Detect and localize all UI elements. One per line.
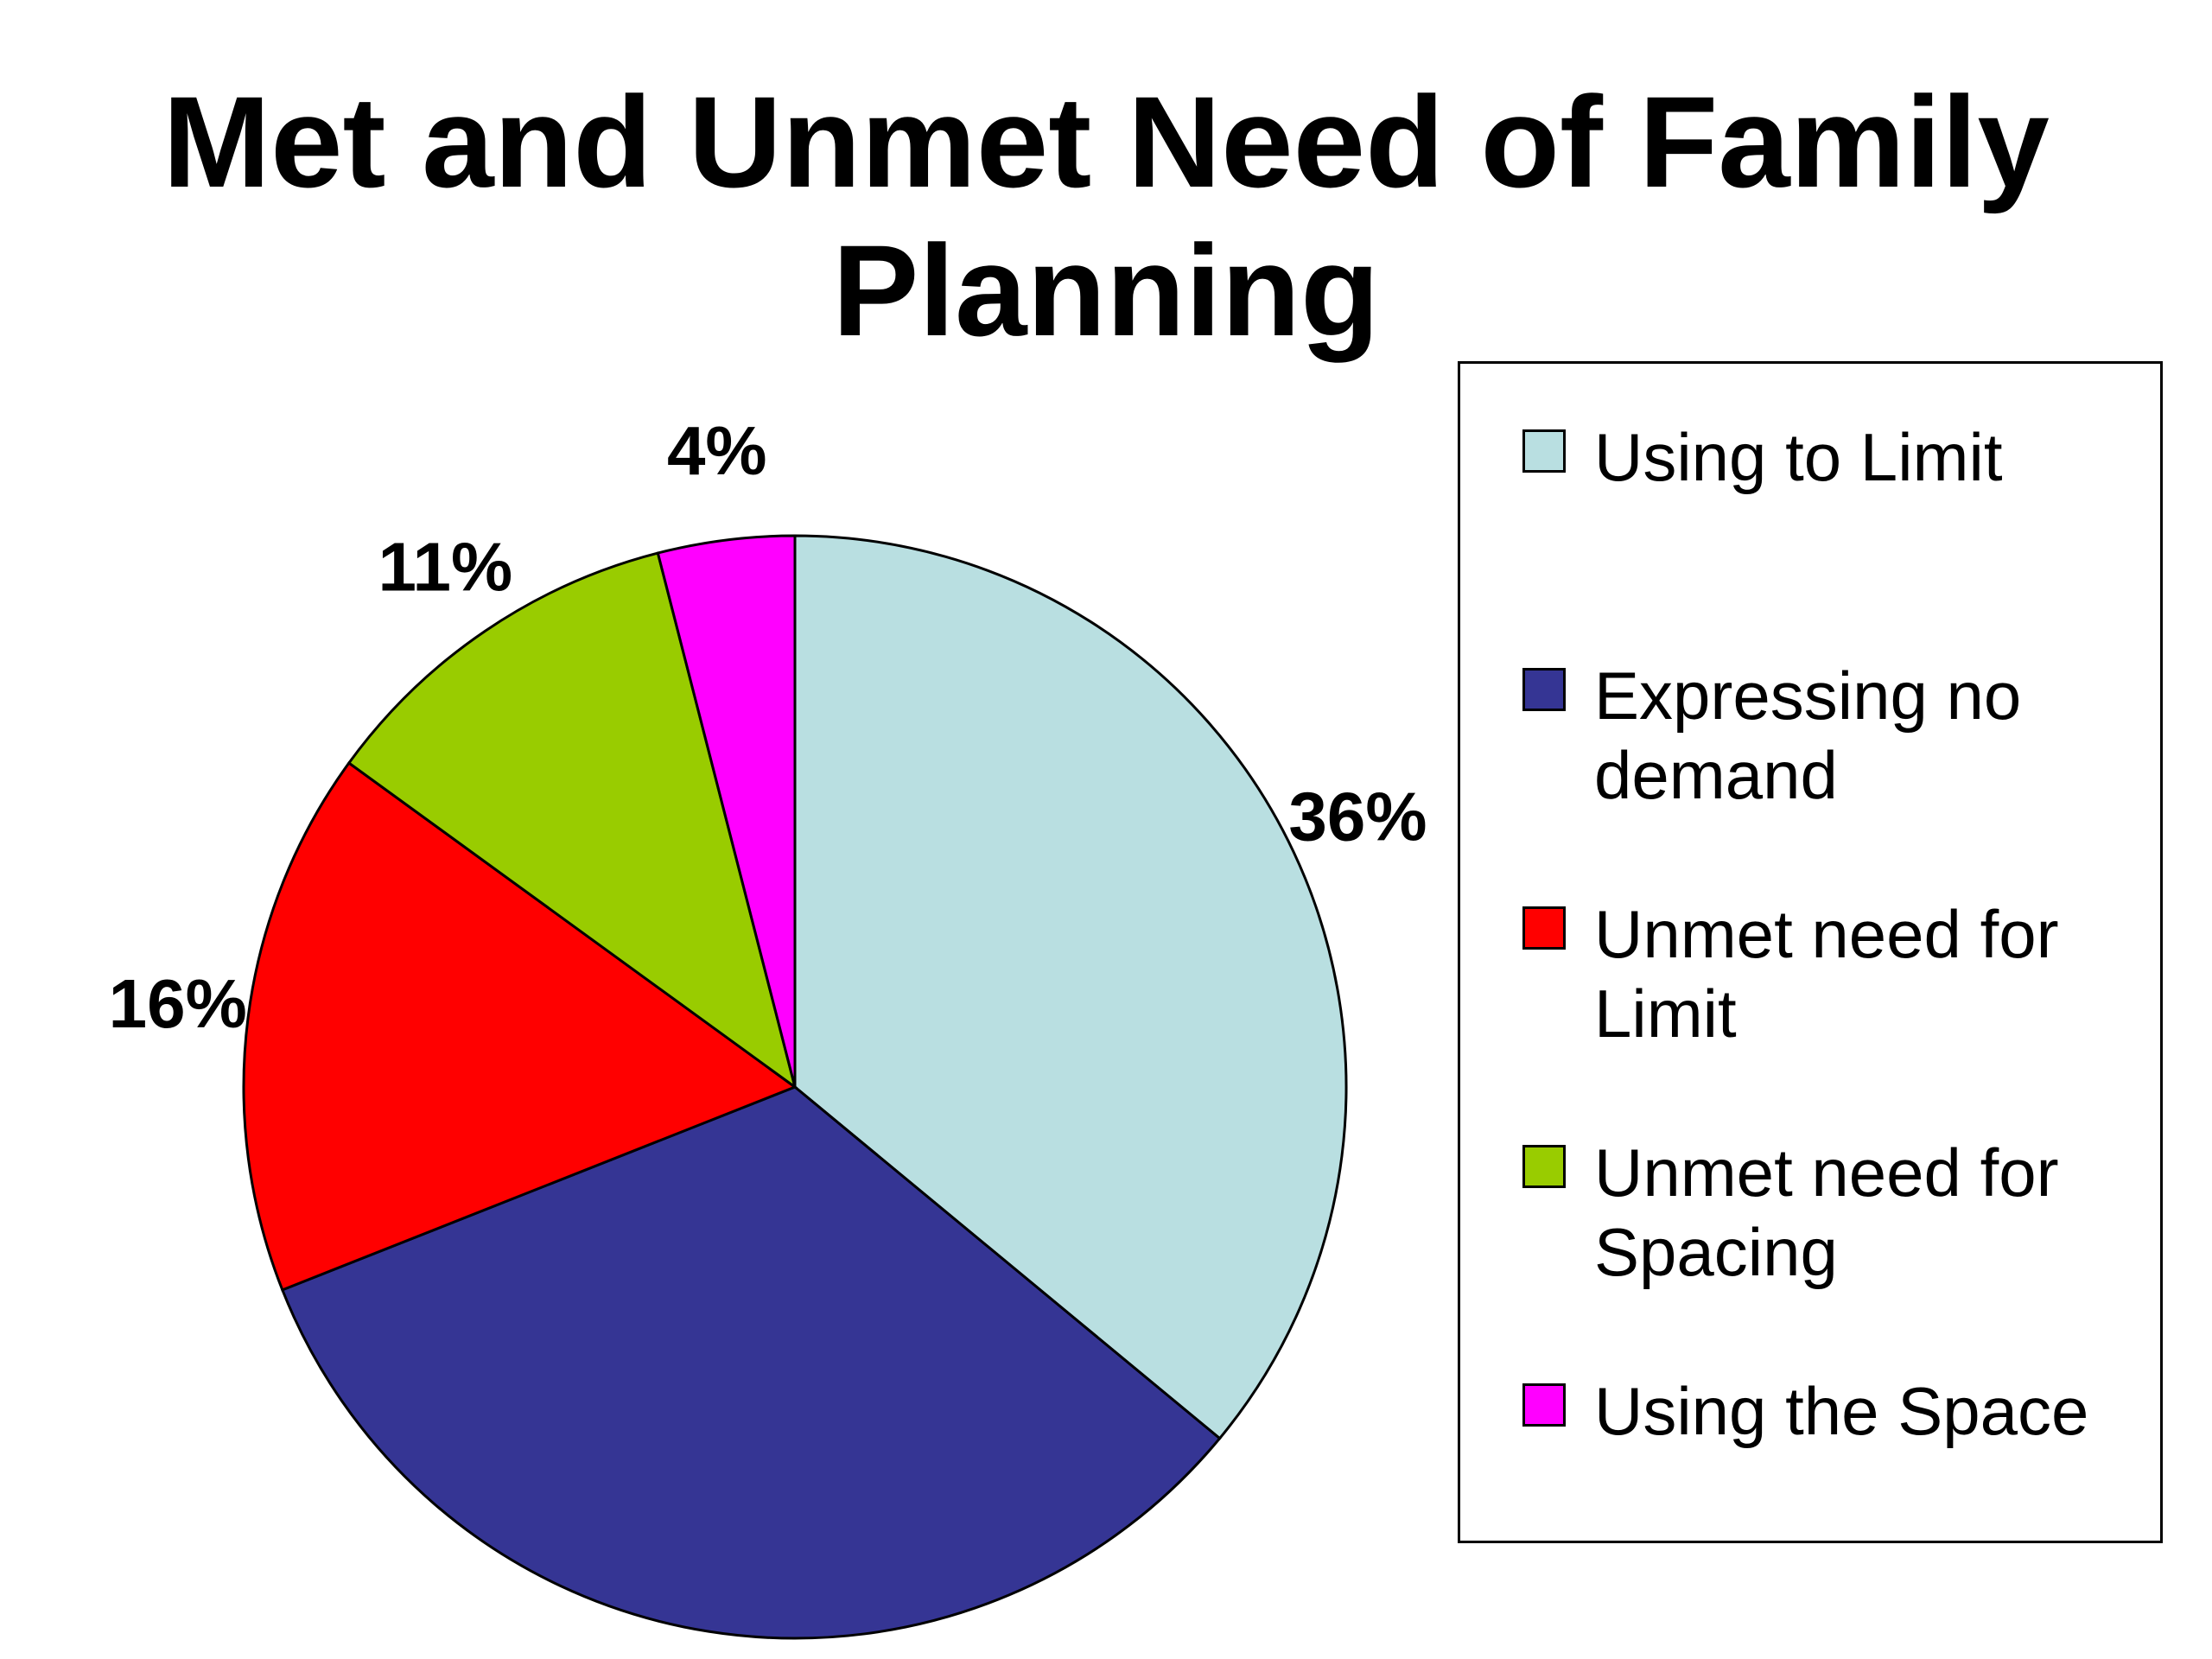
data-label-expressing-no-demand: 33% bbox=[628, 1657, 766, 1659]
chart-title-line-2: Planning bbox=[832, 218, 1380, 363]
data-label-using-the-space: 4% bbox=[667, 412, 767, 489]
legend-swatch bbox=[1522, 1383, 1566, 1427]
chart-title: Met and Unmet Need of Family Planning bbox=[0, 67, 2212, 365]
chart-legend: Using to Limit Expressing no demand Unmet n… bbox=[1458, 361, 2163, 1543]
data-label-unmet-need-for-limit: 16% bbox=[109, 965, 247, 1042]
legend-swatch bbox=[1522, 668, 1566, 711]
pie-slice-using-the-space bbox=[656, 534, 797, 1088]
pie-slice-expressing-no-demand bbox=[280, 1085, 1222, 1640]
legend-swatch bbox=[1522, 1145, 1566, 1188]
legend-label: Expressing no demand bbox=[1594, 658, 2022, 813]
legend-label: Using to Limit bbox=[1594, 419, 2003, 495]
legend-label: Unmet need for Limit bbox=[1594, 896, 2059, 1052]
legend-swatch bbox=[1522, 906, 1566, 950]
pie-slice-unmet-need-for-spacing bbox=[346, 551, 798, 1090]
chart-title-line-1: Met and Unmet Need of Family bbox=[162, 69, 2050, 214]
data-label-unmet-need-for-spacing: 11% bbox=[378, 529, 512, 606]
legend-swatch bbox=[1522, 429, 1566, 473]
legend-label: Unmet need for Spacing bbox=[1594, 1135, 2059, 1290]
legend-label: Using the Space bbox=[1594, 1373, 2089, 1449]
pie-slice-unmet-need-for-limit bbox=[242, 760, 798, 1292]
pie-slice-using-to-limit bbox=[793, 534, 1348, 1440]
data-label-using-to-limit: 36% bbox=[1288, 779, 1427, 855]
